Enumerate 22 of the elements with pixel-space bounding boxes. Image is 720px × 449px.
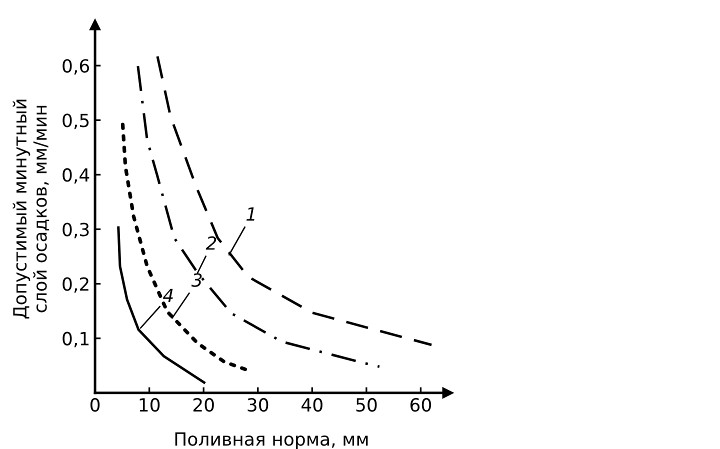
annotation: 3 <box>191 273 202 287</box>
y-axis-title: Допустимый минутный слой осадков, мм/мин <box>12 100 50 319</box>
y-tick-label: 0,3 <box>62 222 89 238</box>
x-tick-label: 50 <box>356 398 377 412</box>
y-tick-label: 0,5 <box>62 114 89 130</box>
y-tick-label: 0,2 <box>62 277 88 293</box>
x-tick-label: 0 <box>90 398 100 412</box>
y-tick-label: 0,6 <box>62 59 90 75</box>
annotation: 4 <box>162 288 173 302</box>
x-tick-label: 10 <box>140 398 160 412</box>
x-tick-label: 30 <box>248 398 268 412</box>
y-tick-label: 0,4 <box>62 168 90 184</box>
x-tick-label: 20 <box>193 398 214 412</box>
y-tick-label: 0,1 <box>62 332 89 348</box>
annotation: 2 <box>206 236 216 250</box>
x-axis-title: Поливная норма, мм <box>175 432 368 449</box>
line-series <box>136 64 381 368</box>
x-tick-label: 40 <box>302 398 322 412</box>
x-tick-label: 60 <box>410 398 431 412</box>
line-series <box>156 55 433 346</box>
annotation: 1 <box>246 207 254 221</box>
line-series <box>117 226 206 384</box>
